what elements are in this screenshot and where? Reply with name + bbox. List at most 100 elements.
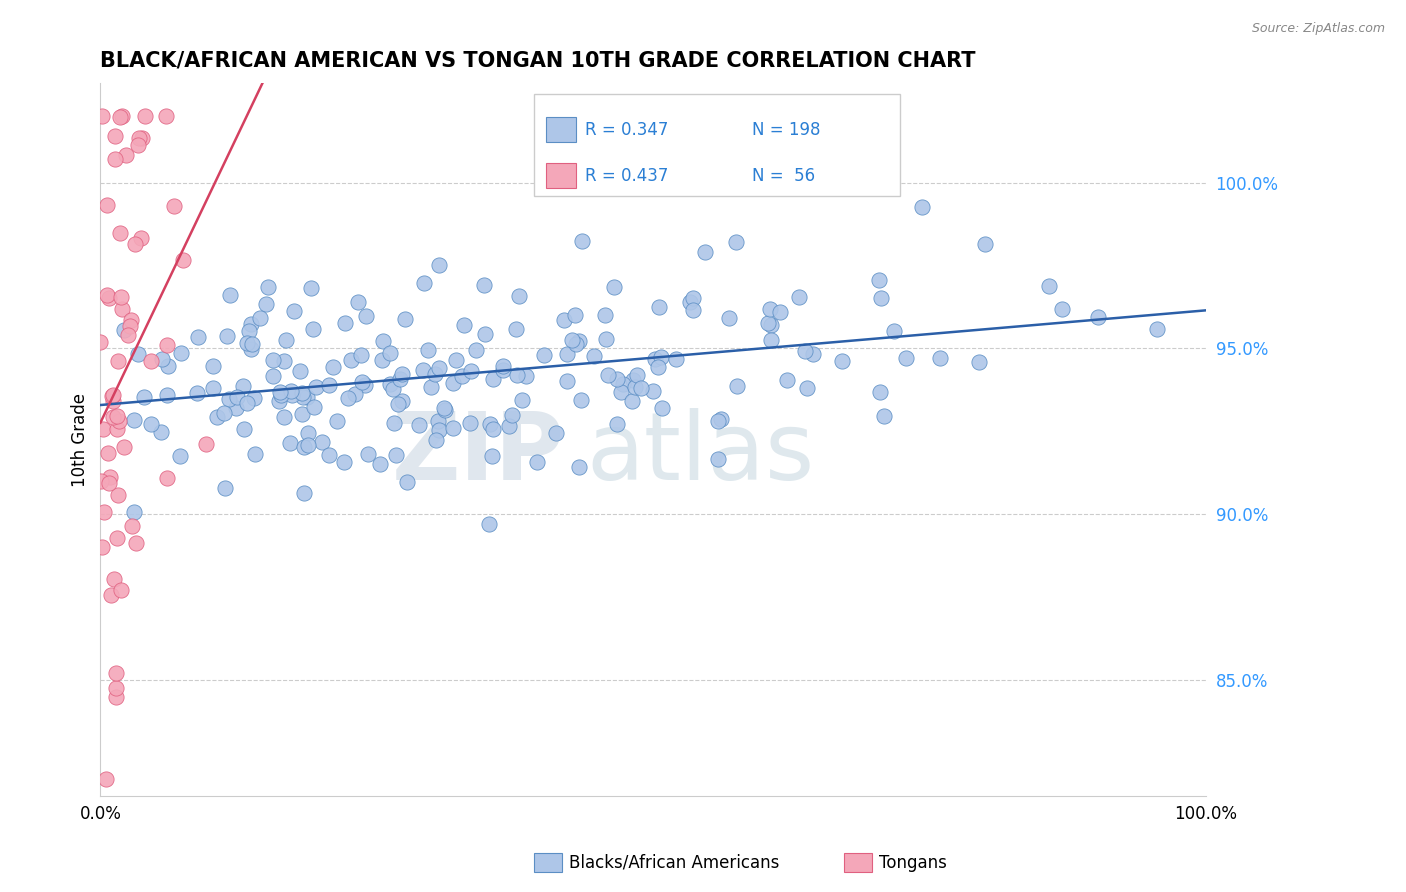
Point [718, 310, 741, 325]
Point [121, 519, 143, 533]
Point [441, 421, 464, 435]
Point [553, 312, 575, 326]
Point [105, 409, 128, 424]
Point [492, 362, 515, 376]
Point [394, 312, 416, 326]
Point [544, 425, 567, 440]
Text: Source: ZipAtlas.com: Source: ZipAtlas.com [1251, 22, 1385, 36]
Point [233, 421, 256, 435]
Point [108, 110, 131, 124]
Point [98, 470, 121, 484]
Point [387, 397, 409, 411]
Point [302, 400, 325, 414]
Point [707, 452, 730, 467]
Point [187, 329, 209, 343]
Point [91, 422, 114, 436]
Point [478, 417, 501, 431]
Point [682, 303, 704, 318]
Point [111, 110, 134, 124]
Point [169, 449, 191, 463]
Point [155, 110, 177, 124]
Point [262, 369, 284, 384]
Text: N =  56: N = 56 [752, 167, 815, 185]
Point [501, 408, 523, 422]
Point [249, 310, 271, 325]
Point [122, 505, 145, 519]
Point [105, 531, 128, 545]
Point [418, 343, 440, 358]
Point [242, 391, 264, 405]
Point [630, 381, 652, 395]
Point [482, 372, 505, 386]
Point [769, 305, 792, 319]
Point [105, 422, 128, 436]
Text: Tongans: Tongans [879, 854, 946, 871]
Point [226, 390, 249, 404]
Point [869, 385, 891, 400]
Point [648, 300, 671, 314]
Point [127, 347, 149, 361]
Point [114, 147, 136, 161]
Point [396, 475, 419, 490]
Point [1087, 310, 1109, 325]
Text: R = 0.437: R = 0.437 [585, 167, 668, 185]
Point [273, 354, 295, 368]
Point [238, 324, 260, 338]
Point [425, 367, 447, 381]
Point [311, 434, 333, 449]
Point [350, 348, 373, 362]
Point [382, 416, 405, 430]
Point [505, 322, 527, 336]
Point [91, 540, 114, 554]
Point [512, 393, 534, 408]
Point [450, 368, 472, 383]
Point [679, 295, 702, 310]
Point [347, 295, 370, 310]
Point [883, 324, 905, 338]
Point [103, 394, 125, 409]
Point [326, 413, 349, 427]
Point [112, 441, 135, 455]
Point [793, 343, 815, 358]
Point [98, 476, 121, 491]
Point [420, 380, 443, 394]
Point [869, 292, 891, 306]
Point [219, 288, 242, 302]
Point [425, 433, 447, 447]
Point [232, 379, 254, 393]
Point [368, 457, 391, 471]
Point [89, 335, 111, 350]
Point [318, 448, 340, 462]
Point [682, 292, 704, 306]
Point [124, 237, 146, 252]
Point [172, 252, 194, 267]
Point [472, 278, 495, 293]
Point [120, 313, 142, 327]
Point [391, 393, 413, 408]
Point [433, 401, 456, 415]
Point [91, 110, 114, 124]
Point [481, 450, 503, 464]
Point [596, 368, 619, 382]
Point [101, 410, 124, 425]
Point [150, 352, 173, 367]
Point [515, 369, 537, 384]
Point [170, 346, 193, 360]
Point [626, 368, 648, 382]
Point [787, 290, 810, 304]
Point [801, 346, 824, 360]
Point [606, 372, 628, 386]
Point [391, 367, 413, 381]
Point [526, 455, 548, 469]
Point [96, 198, 118, 212]
Point [104, 681, 127, 696]
Point [413, 276, 436, 290]
Point [571, 235, 593, 249]
Point [354, 309, 377, 323]
Point [610, 384, 633, 399]
Text: R = 0.347: R = 0.347 [585, 120, 668, 138]
Point [1146, 322, 1168, 336]
Point [441, 376, 464, 390]
Text: atlas: atlas [586, 408, 815, 500]
Point [256, 280, 278, 294]
